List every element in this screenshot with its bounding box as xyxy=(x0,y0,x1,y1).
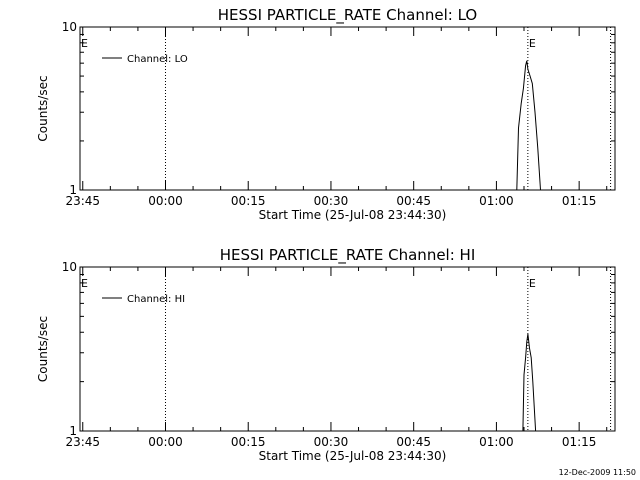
x-tick-label: 01:15 xyxy=(562,435,597,449)
x-axis-label: Start Time (25-Jul-08 23:44:30) xyxy=(259,208,447,222)
chart-panel-1: HESSI PARTICLE_RATE Channel: LO 1 10 Counts… xyxy=(36,6,616,222)
x-tick-label: 01:00 xyxy=(479,435,514,449)
plot-frame xyxy=(79,266,616,432)
y-axis-label: Counts/sec xyxy=(36,75,50,141)
series-line xyxy=(522,334,537,432)
event-label: E xyxy=(529,37,536,50)
chart-panel-2: HESSI PARTICLE_RATE Channel: HI 1 10 Counts… xyxy=(36,246,616,463)
x-tick-label: 00:00 xyxy=(148,194,183,208)
x-tick-label: 23:45 xyxy=(65,194,100,208)
x-tick-label: 01:00 xyxy=(479,194,514,208)
x-tick-label: 00:30 xyxy=(314,194,349,208)
x-tick-label: 01:15 xyxy=(562,194,597,208)
y-tick-label: 10 xyxy=(62,20,77,34)
x-tick-label: 23:45 xyxy=(65,435,100,449)
plot-frame xyxy=(79,26,616,191)
event-label: E xyxy=(529,277,536,290)
event-label: E xyxy=(81,277,88,290)
x-tick-label: 00:45 xyxy=(396,435,431,449)
y-tick-label: 1 xyxy=(69,183,77,197)
footer-timestamp: 12-Dec-2009 11:50 xyxy=(559,468,636,477)
x-axis-label: Start Time (25-Jul-08 23:44:30) xyxy=(259,449,447,463)
y-tick-label: 10 xyxy=(62,260,77,274)
x-tick-label: 00:15 xyxy=(231,194,266,208)
x-tick-label: 00:15 xyxy=(231,435,266,449)
chart-title: HESSI PARTICLE_RATE Channel: LO xyxy=(218,6,477,25)
legend-entry: Channel: HI xyxy=(127,294,185,305)
chart-title: HESSI PARTICLE_RATE Channel: HI xyxy=(220,246,476,265)
x-tick-label: 00:30 xyxy=(314,435,349,449)
legend-entry: Channel: LO xyxy=(127,54,188,65)
event-label: E xyxy=(81,37,88,50)
y-tick-label: 1 xyxy=(69,424,77,438)
series-line xyxy=(516,60,541,191)
y-axis-label: Counts/sec xyxy=(36,316,50,382)
x-tick-label: 00:00 xyxy=(148,435,183,449)
x-tick-label: 00:45 xyxy=(396,194,431,208)
